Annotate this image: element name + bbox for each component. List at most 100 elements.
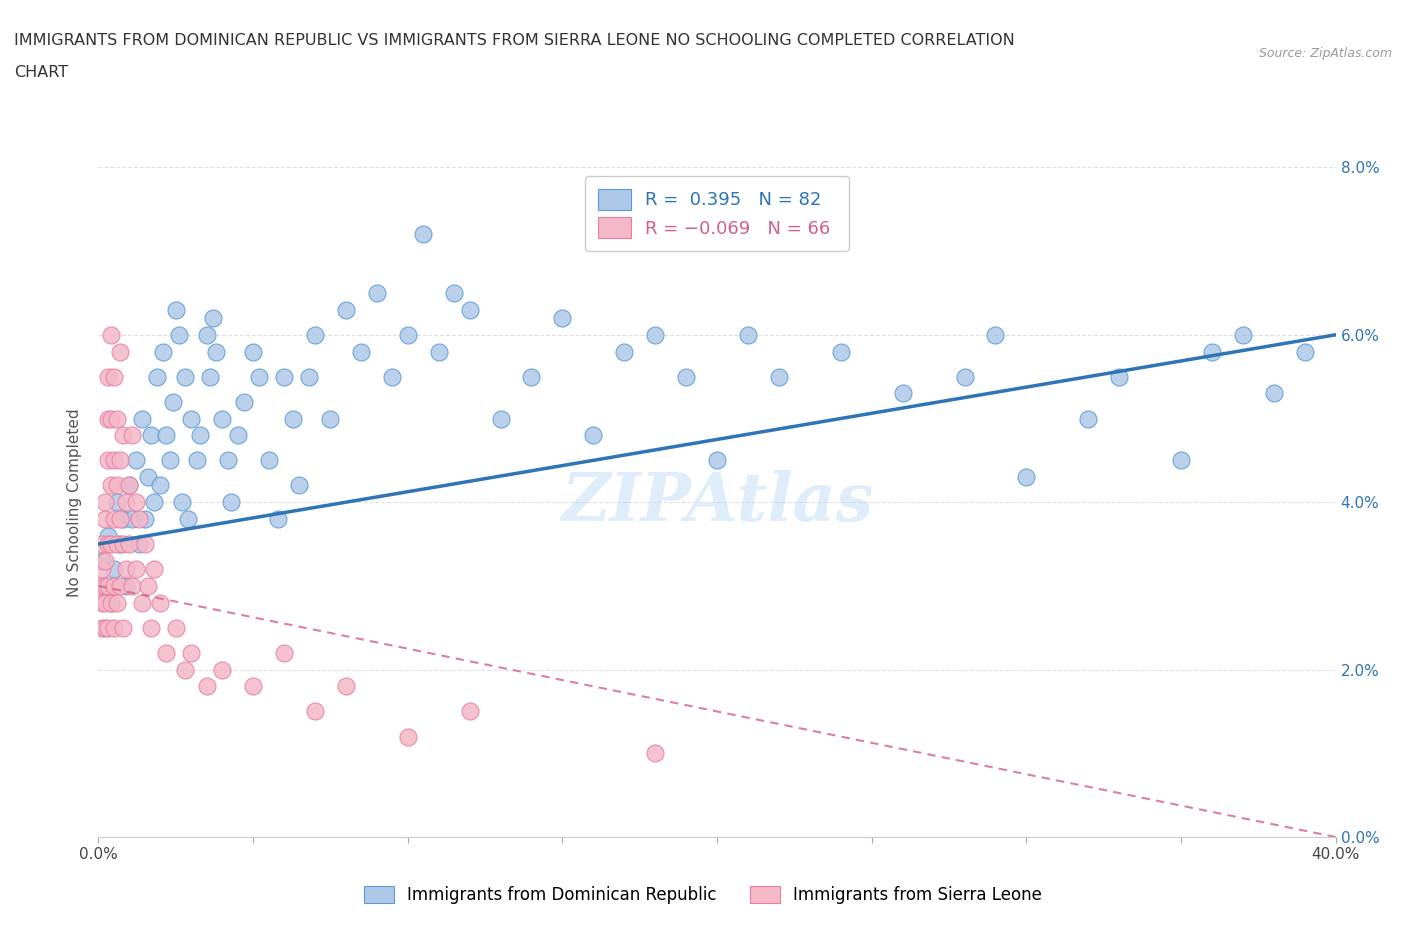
Point	[201, 311, 224, 325]
Point	[257, 453, 280, 468]
Point	[100, 595, 122, 610]
Point	[165, 620, 187, 635]
Point	[90, 553, 112, 568]
Point	[97, 453, 120, 468]
Point	[396, 327, 419, 342]
Point	[366, 286, 388, 300]
Point	[211, 662, 233, 677]
Point	[100, 478, 122, 493]
Point	[128, 512, 150, 526]
Point	[155, 428, 177, 443]
Point	[1077, 411, 1099, 426]
Point	[93, 512, 115, 526]
Point	[97, 411, 120, 426]
Point	[143, 495, 166, 510]
Point	[90, 595, 112, 610]
Point	[1170, 453, 1192, 468]
Point	[155, 645, 177, 660]
Point	[112, 428, 135, 443]
Point	[174, 369, 197, 384]
Point	[195, 327, 218, 342]
Point	[644, 327, 666, 342]
Point	[152, 344, 174, 359]
Point	[180, 645, 202, 660]
Point	[551, 311, 574, 325]
Point	[162, 394, 184, 409]
Point	[100, 327, 122, 342]
Point	[953, 369, 976, 384]
Point	[1201, 344, 1223, 359]
Point	[217, 453, 239, 468]
Point	[108, 344, 131, 359]
Point	[108, 453, 131, 468]
Point	[105, 495, 128, 510]
Point	[205, 344, 228, 359]
Point	[984, 327, 1007, 342]
Point	[134, 537, 156, 551]
Point	[136, 470, 159, 485]
Text: IMMIGRANTS FROM DOMINICAN REPUBLIC VS IMMIGRANTS FROM SIERRA LEONE NO SCHOOLING : IMMIGRANTS FROM DOMINICAN REPUBLIC VS IM…	[14, 33, 1015, 47]
Point	[105, 537, 128, 551]
Point	[412, 227, 434, 242]
Point	[90, 578, 112, 593]
Point	[128, 537, 150, 551]
Y-axis label: No Schooling Completed: No Schooling Completed	[67, 408, 83, 596]
Point	[288, 478, 311, 493]
Point	[112, 620, 135, 635]
Point	[335, 679, 357, 694]
Point	[124, 453, 146, 468]
Point	[247, 369, 270, 384]
Point	[1015, 470, 1038, 485]
Point	[768, 369, 790, 384]
Point	[97, 537, 120, 551]
Point	[1294, 344, 1316, 359]
Point	[273, 369, 295, 384]
Point	[115, 578, 138, 593]
Point	[319, 411, 342, 426]
Point	[108, 537, 131, 551]
Point	[146, 369, 169, 384]
Point	[170, 495, 193, 510]
Point	[149, 478, 172, 493]
Point	[118, 478, 141, 493]
Point	[458, 704, 481, 719]
Point	[298, 369, 321, 384]
Point	[136, 578, 159, 593]
Point	[139, 620, 162, 635]
Point	[100, 595, 122, 610]
Point	[131, 411, 153, 426]
Point	[186, 453, 208, 468]
Point	[103, 620, 125, 635]
Point	[520, 369, 543, 384]
Point	[108, 512, 131, 526]
Point	[335, 302, 357, 317]
Point	[124, 562, 146, 577]
Point	[97, 620, 120, 635]
Point	[100, 537, 122, 551]
Point	[458, 302, 481, 317]
Point	[103, 453, 125, 468]
Point	[97, 528, 120, 543]
Point	[706, 453, 728, 468]
Text: CHART: CHART	[14, 65, 67, 80]
Point	[273, 645, 295, 660]
Point	[489, 411, 512, 426]
Point	[112, 512, 135, 526]
Point	[115, 562, 138, 577]
Point	[1108, 369, 1130, 384]
Point	[1263, 386, 1285, 401]
Point	[159, 453, 181, 468]
Point	[93, 595, 115, 610]
Point	[93, 495, 115, 510]
Point	[381, 369, 404, 384]
Point	[180, 411, 202, 426]
Point	[167, 327, 190, 342]
Point	[613, 344, 636, 359]
Point	[350, 344, 373, 359]
Point	[97, 578, 120, 593]
Point	[267, 512, 290, 526]
Point	[93, 578, 115, 593]
Point	[118, 537, 141, 551]
Point	[443, 286, 465, 300]
Point	[582, 428, 605, 443]
